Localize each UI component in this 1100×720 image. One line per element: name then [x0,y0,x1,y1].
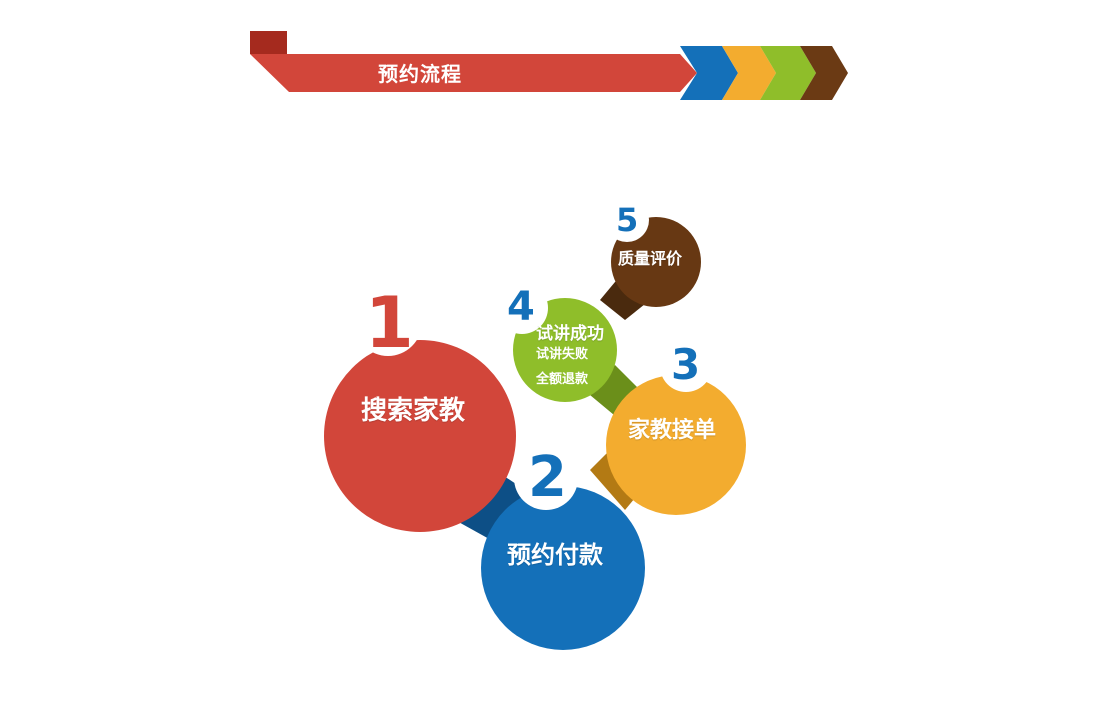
banner-fold [250,31,287,54]
banner-title: 预约流程 [378,62,462,86]
step-3-circle [606,375,746,515]
step-3-number-bg [660,340,712,392]
connector-4-5 [600,270,650,320]
step-1-number: 1 [365,282,414,364]
step-2-number-bg [514,446,578,510]
step-2-circle [481,486,645,650]
step-1-circle [324,340,516,532]
step-5-number: 5 [616,201,639,239]
banner-arrow-brown [800,46,848,100]
step-1-title: 搜索家教 [361,396,466,426]
banner-arrow-orange [722,46,776,100]
step-5-number-bg [605,198,649,242]
step-4-number-bg [496,282,548,334]
step-1-number-bg [354,288,422,356]
step-2-title: 预约付款 [507,541,603,569]
banner-arrow-green [760,46,816,100]
step-5-title: 质量评价 [618,249,683,268]
step-3-title: 家教接单 [628,418,717,443]
banner [250,31,848,100]
step-4-number: 4 [507,284,535,330]
step-4-sub-2: 全额退款 [536,372,589,387]
banner-main [250,54,697,92]
step-4-sub-1: 试讲失败 [536,347,589,362]
step-4-title: 试讲成功 [536,324,604,344]
step-3-number: 3 [671,340,701,389]
step-2-number: 2 [528,445,567,510]
banner-arrow-blue [680,46,738,100]
